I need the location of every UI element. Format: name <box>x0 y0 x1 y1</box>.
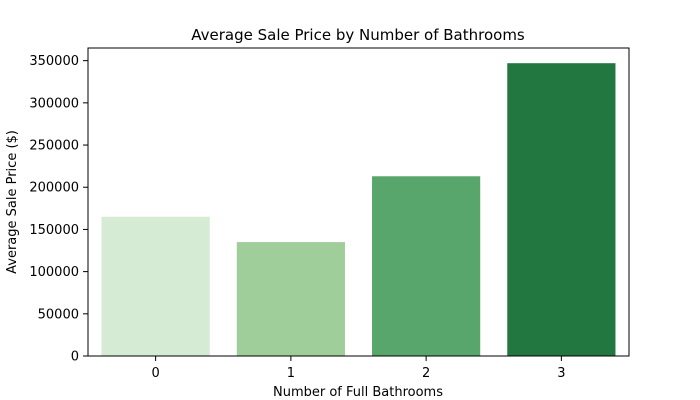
y-axis-label: Average Sale Price ($) <box>5 130 20 274</box>
y-axis-ticks: 0 50000 100000 150000 200000 250000 300000 3500… <box>29 54 88 365</box>
bar-3 <box>507 63 616 357</box>
x-tick-label: 0 <box>151 366 159 381</box>
y-tick-label: 300000 <box>29 96 79 111</box>
y-tick-label: 200000 <box>29 181 79 196</box>
y-tick-label: 0 <box>71 350 79 365</box>
y-tick-label: 50000 <box>38 307 79 322</box>
y-tick-label: 150000 <box>29 223 79 238</box>
chart-title: Average Sale Price by Number of Bathroom… <box>191 26 525 44</box>
x-tick-label: 1 <box>287 366 295 381</box>
y-tick-label: 100000 <box>29 265 79 280</box>
plot-frame <box>87 47 630 357</box>
y-tick-label: 250000 <box>29 139 79 154</box>
x-tick-label: 3 <box>557 366 565 381</box>
bars <box>101 63 616 357</box>
bar-1 <box>236 242 345 356</box>
y-tick-label: 350000 <box>29 54 79 69</box>
bar-0 <box>101 216 210 356</box>
x-tick-label: 2 <box>422 366 430 381</box>
bar-2 <box>372 176 481 356</box>
x-axis-label: Number of Full Bathrooms <box>273 385 443 400</box>
x-axis-ticks: 0 1 2 3 <box>151 356 566 381</box>
